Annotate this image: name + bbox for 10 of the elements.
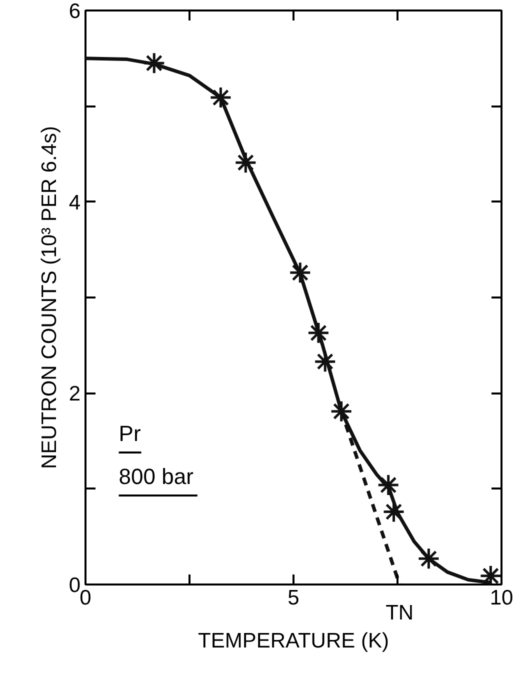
annotation: 800 bar: [118, 464, 194, 489]
y-axis-title: NEUTRON COUNTS (10³ PER 6.4s): [38, 126, 61, 470]
x-axis-title: TEMPERATURE (K): [198, 630, 389, 652]
y-tick-label: 2: [68, 382, 81, 406]
x-tick-label: 5: [288, 586, 300, 610]
annotation: Pr: [118, 420, 141, 446]
annotation: TN: [386, 602, 414, 624]
y-tick-label: 6: [68, 0, 81, 23]
x-tick-label: 10: [490, 586, 514, 610]
y-tick-label: 4: [68, 191, 81, 214]
